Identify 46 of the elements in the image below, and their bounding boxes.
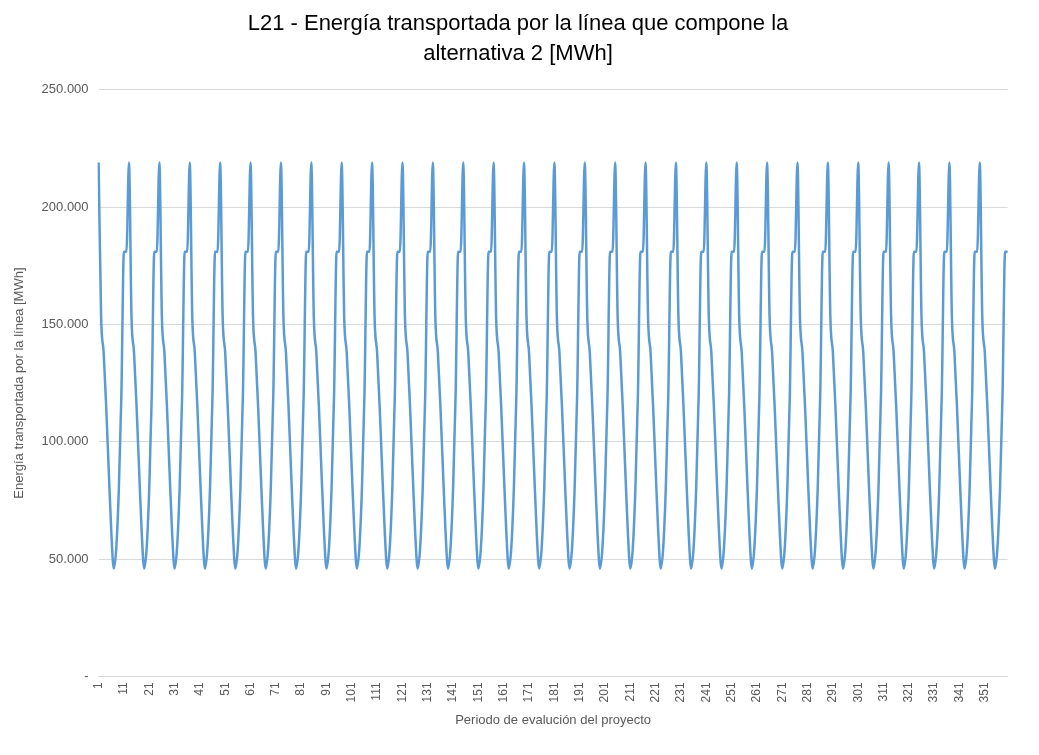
- x-tick-label: 191: [571, 682, 586, 703]
- x-tick-label: 251: [723, 682, 738, 703]
- x-tick-label: 151: [470, 682, 485, 703]
- y-tick-label: 150.000: [41, 316, 89, 332]
- x-tick-label: 11: [116, 682, 131, 695]
- x-tick-label: 161: [496, 682, 511, 703]
- x-tick-label: 91: [318, 682, 333, 696]
- x-tick-label: 261: [749, 682, 764, 703]
- x-tick-label: 211: [622, 682, 637, 702]
- x-tick-label: 81: [293, 682, 308, 696]
- x-tick-label: 301: [850, 682, 865, 703]
- chart-title: L21 - Energía transportada por la línea que compone la alternativa 2 [MWh]: [246, 9, 790, 67]
- y-tick-label: -: [84, 667, 89, 683]
- x-tick-label: 21: [141, 682, 156, 696]
- y-axis-title: Energía transportada por la línea [MWh]: [11, 267, 27, 499]
- x-tick-label: 271: [774, 682, 789, 703]
- x-tick-label: 131: [420, 682, 435, 703]
- x-tick-label: 181: [546, 682, 561, 703]
- y-tick-label: 200.000: [41, 198, 89, 214]
- x-tick-label: 321: [901, 682, 916, 703]
- x-tick-label: 331: [926, 682, 941, 703]
- x-tick-label: 101: [344, 682, 359, 703]
- x-tick-label: 201: [597, 682, 612, 703]
- x-tick-label: 111: [369, 682, 384, 701]
- x-tick-label: 241: [698, 682, 713, 703]
- line-series: [97, 161, 1009, 570]
- x-tick-label: 291: [825, 682, 840, 703]
- x-tick-label: 121: [394, 682, 409, 703]
- x-tick-label: 61: [242, 682, 257, 696]
- x-tick-label: 221: [647, 682, 662, 703]
- x-tick-label: 171: [521, 682, 536, 703]
- x-tick-label: 1: [90, 682, 105, 690]
- x-tick-label: 311: [875, 682, 890, 702]
- y-tick-label: 50.000: [48, 550, 89, 566]
- x-axis-title: Periodo de evalución del proyecto: [455, 711, 652, 727]
- x-tick-label: 41: [192, 682, 207, 696]
- x-tick-label: 341: [951, 682, 966, 703]
- x-tick-label: 31: [166, 682, 181, 696]
- x-tick-label: 51: [217, 682, 232, 696]
- y-tick-label: 100.000: [41, 433, 89, 449]
- x-tick-label: 231: [673, 682, 688, 703]
- x-tick-label: 281: [799, 682, 814, 703]
- x-tick-label: 71: [268, 682, 283, 696]
- y-tick-label: 250.000: [41, 81, 89, 97]
- x-tick-label: 141: [445, 682, 460, 703]
- x-tick-label: 351: [977, 682, 992, 703]
